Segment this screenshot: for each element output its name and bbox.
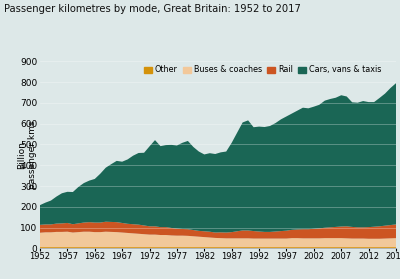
Y-axis label: Billion
passenger kms: Billion passenger kms — [17, 121, 36, 189]
Legend: Other, Buses & coaches, Rail, Cars, vans & taxis: Other, Buses & coaches, Rail, Cars, vans… — [144, 65, 382, 74]
Text: Passenger kilometres by mode, Great Britain: 1952 to 2017: Passenger kilometres by mode, Great Brit… — [4, 4, 301, 14]
